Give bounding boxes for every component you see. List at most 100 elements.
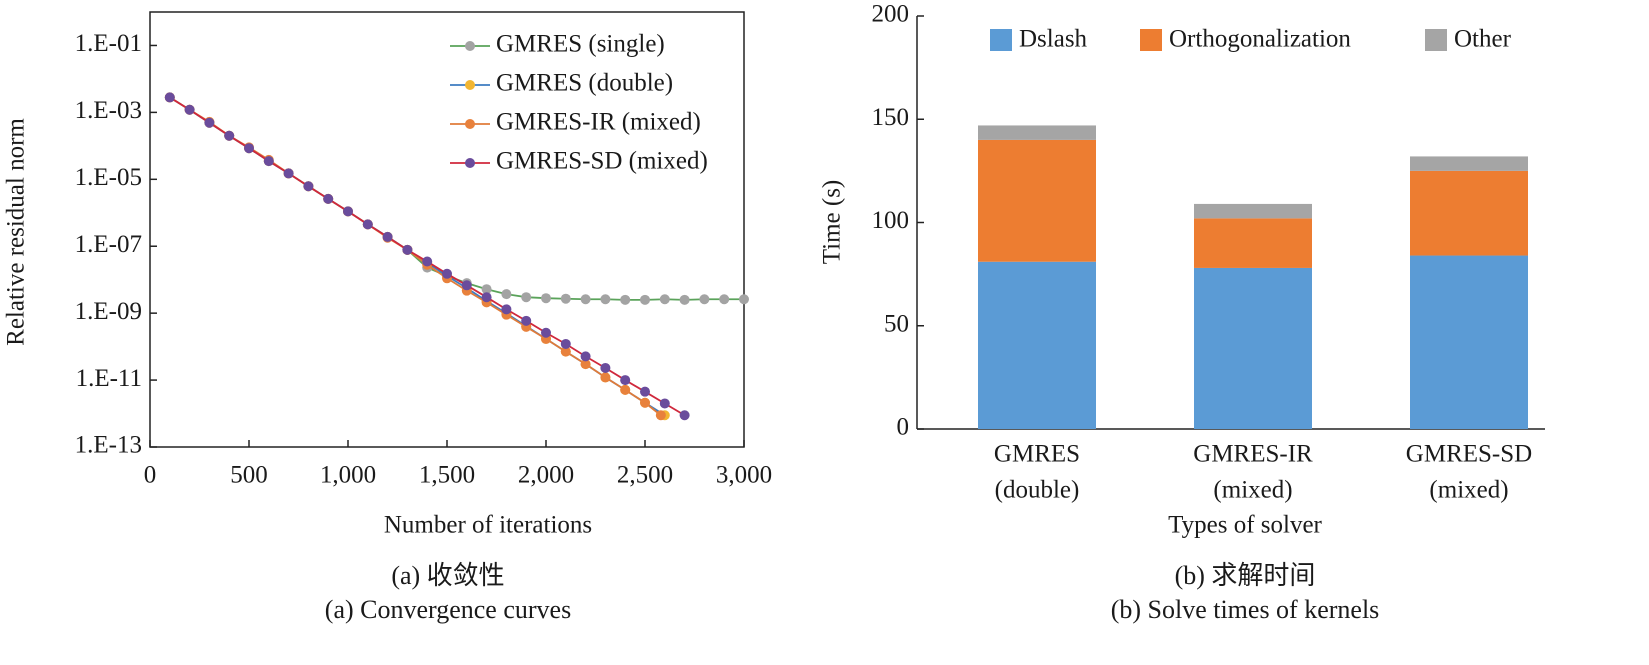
y-tick-label: 0 bbox=[897, 414, 910, 441]
x-tick-label: 500 bbox=[230, 462, 268, 489]
marker bbox=[640, 397, 650, 408]
marker bbox=[560, 338, 571, 349]
x-tick-label: 1,500 bbox=[419, 462, 475, 489]
marker bbox=[560, 346, 571, 357]
x-tick-label: (mixed) bbox=[1429, 477, 1508, 504]
marker bbox=[620, 384, 631, 395]
marker bbox=[501, 289, 512, 300]
legend-marker bbox=[465, 158, 475, 168]
legend-label: GMRES (double) bbox=[496, 70, 673, 97]
y-tick-label: 1.E-07 bbox=[75, 231, 142, 258]
bar-segment bbox=[1410, 156, 1528, 171]
bar-segment bbox=[1194, 203, 1312, 219]
y-tick-label: 50 bbox=[884, 310, 909, 337]
legend-swatch bbox=[990, 29, 1012, 51]
marker bbox=[679, 294, 690, 305]
marker bbox=[600, 372, 611, 383]
x-tick-label: 0 bbox=[144, 462, 157, 489]
x-tick-label: GMRES-SD bbox=[1406, 441, 1532, 468]
x-tick-label: GMRES bbox=[994, 441, 1080, 468]
marker bbox=[679, 410, 690, 421]
legend-marker bbox=[465, 119, 475, 129]
marker bbox=[620, 294, 631, 305]
marker bbox=[600, 294, 611, 305]
marker bbox=[580, 351, 591, 362]
marker bbox=[362, 219, 373, 230]
y-tick-label: 150 bbox=[872, 104, 910, 131]
y-tick-label: 1.E-03 bbox=[75, 97, 142, 124]
x-tick-label: GMRES-IR bbox=[1193, 441, 1313, 468]
marker bbox=[263, 156, 274, 167]
legend-label: Other bbox=[1454, 26, 1512, 53]
legend-label: GMRES-IR (mixed) bbox=[496, 109, 701, 136]
marker bbox=[620, 375, 631, 386]
marker bbox=[442, 268, 452, 279]
y-tick-label: 1.E-13 bbox=[75, 432, 142, 459]
marker bbox=[204, 117, 215, 128]
marker bbox=[402, 244, 413, 255]
bar-segment bbox=[978, 139, 1096, 262]
y-tick-label: 200 bbox=[872, 1, 910, 28]
x-tick-label: 2,500 bbox=[617, 462, 673, 489]
marker bbox=[640, 386, 650, 397]
marker bbox=[343, 206, 353, 217]
marker bbox=[501, 304, 512, 315]
legend-label: Orthogonalization bbox=[1169, 26, 1351, 53]
marker bbox=[422, 256, 433, 267]
x-axis-label: Number of iterations bbox=[384, 512, 592, 539]
bar-segment bbox=[1194, 267, 1312, 429]
marker bbox=[600, 362, 611, 373]
marker bbox=[541, 293, 551, 304]
y-tick-label: 100 bbox=[872, 207, 910, 234]
x-tick-label: (mixed) bbox=[1213, 477, 1292, 504]
marker bbox=[739, 294, 749, 305]
marker bbox=[719, 294, 730, 305]
y-tick-label: 1.E-05 bbox=[75, 164, 142, 191]
y-tick-label: 1.E-01 bbox=[75, 30, 142, 57]
y-tick-label: 1.E-09 bbox=[75, 298, 142, 325]
legend-swatch bbox=[1140, 29, 1162, 51]
y-axis-label: Relative residual norm bbox=[3, 118, 30, 346]
bar-segment bbox=[1410, 170, 1528, 256]
legend-label: GMRES-SD (mixed) bbox=[496, 148, 708, 175]
marker bbox=[580, 294, 591, 305]
bar-segment bbox=[1410, 255, 1528, 429]
x-tick-label: 2,000 bbox=[518, 462, 574, 489]
marker bbox=[640, 294, 650, 305]
caption: (a) Convergence curves bbox=[325, 595, 571, 624]
x-tick-label: 3,000 bbox=[716, 462, 772, 489]
marker bbox=[224, 130, 235, 141]
marker bbox=[560, 293, 571, 304]
legend-swatch bbox=[1425, 29, 1447, 51]
marker bbox=[244, 143, 254, 154]
marker bbox=[164, 92, 175, 103]
x-tick-label: (double) bbox=[995, 477, 1080, 504]
marker bbox=[541, 327, 551, 338]
legend-marker bbox=[465, 80, 475, 90]
bar-segment bbox=[978, 125, 1096, 140]
bar-segment bbox=[1194, 218, 1312, 268]
marker bbox=[283, 168, 294, 179]
marker bbox=[655, 410, 666, 421]
marker bbox=[659, 398, 670, 409]
caption: (a) 收敛性 bbox=[391, 561, 504, 590]
marker bbox=[659, 294, 670, 305]
y-axis-label: Time (s) bbox=[819, 180, 846, 265]
legend-label: GMRES (single) bbox=[496, 31, 665, 58]
x-tick-label: 1,000 bbox=[320, 462, 376, 489]
marker bbox=[303, 181, 314, 192]
marker bbox=[521, 292, 532, 303]
marker bbox=[580, 359, 591, 370]
x-axis-label: Types of solver bbox=[1168, 512, 1322, 539]
marker bbox=[521, 315, 532, 326]
marker bbox=[461, 280, 472, 291]
marker bbox=[382, 231, 393, 242]
legend-marker bbox=[465, 41, 475, 51]
marker bbox=[481, 284, 492, 295]
marker bbox=[481, 292, 492, 303]
marker bbox=[184, 104, 195, 115]
legend-label: Dslash bbox=[1019, 26, 1088, 53]
y-tick-label: 1.E-11 bbox=[76, 365, 142, 392]
